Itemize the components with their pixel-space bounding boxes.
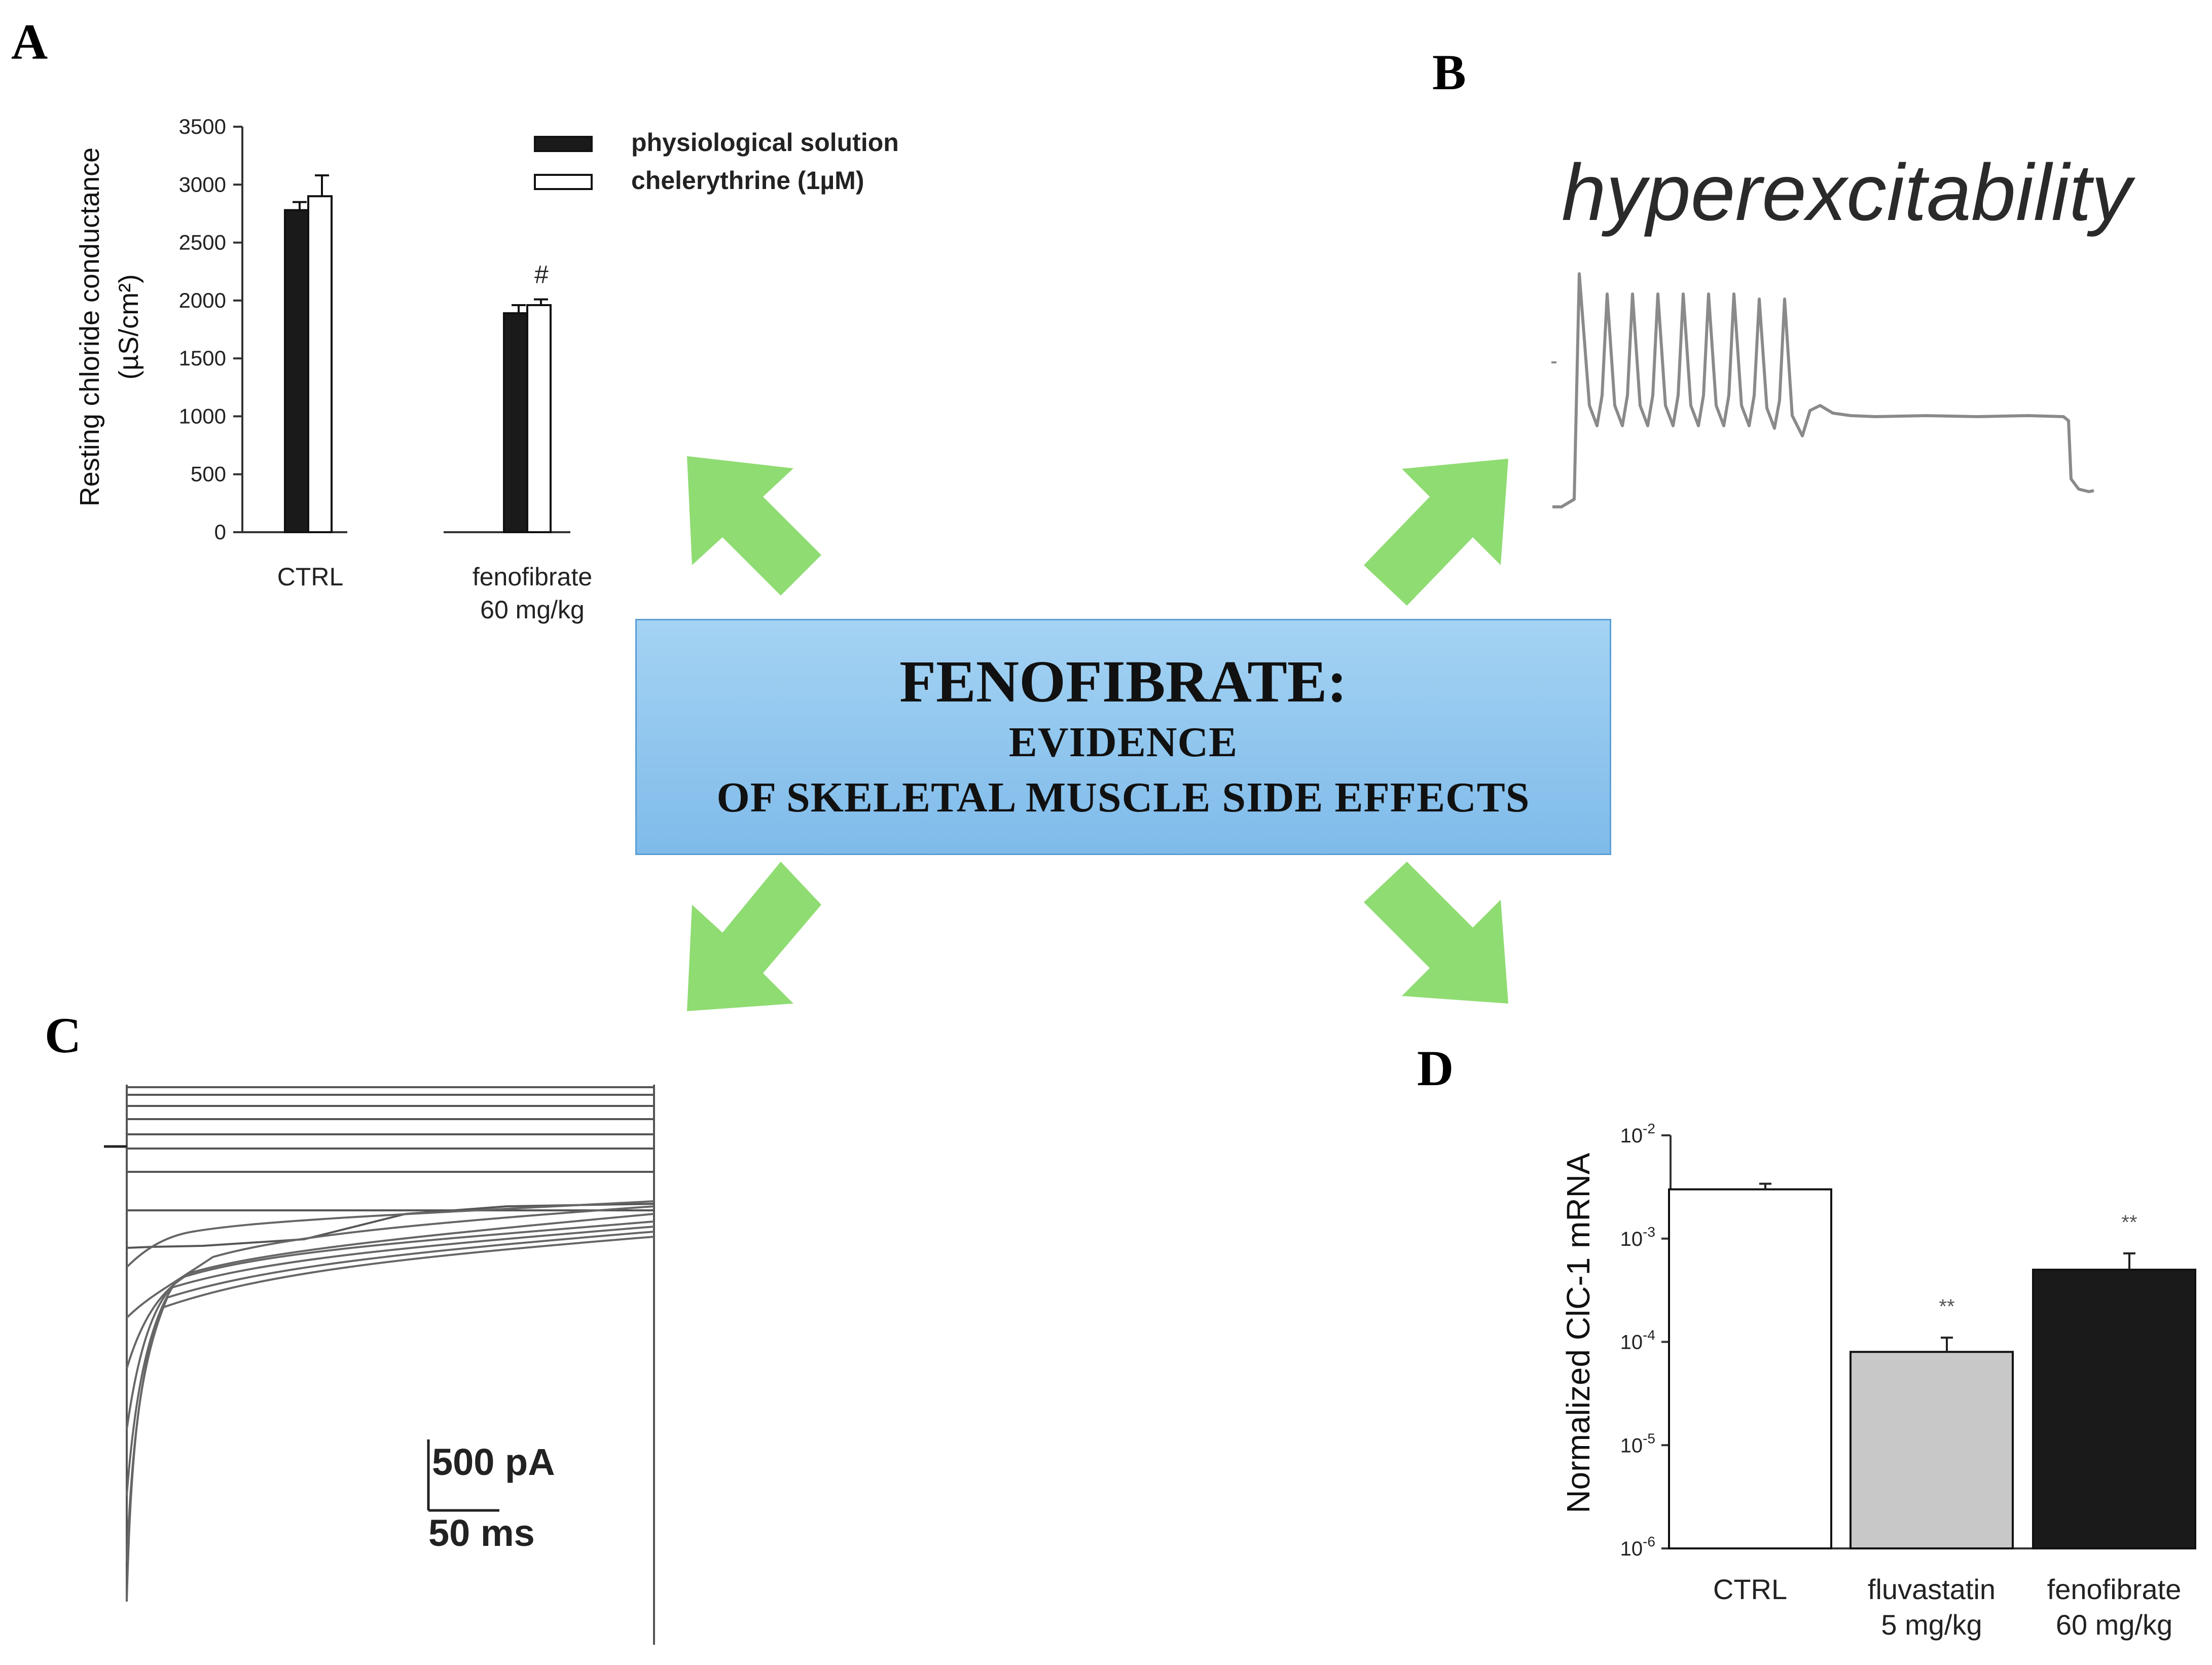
a-legend-swatch [534,174,593,190]
a-y-tick-label: 3000 [179,172,226,196]
a-bar [307,195,333,533]
panel-c-letter: C [45,1007,82,1063]
center-title: FENOFIBRATE: [899,648,1347,715]
panel-c-current-traces: 500 pA 50 ms [104,1085,655,1645]
d-y-label-text: Normalized ClC-1 mRNA [1560,1153,1597,1513]
a-category-label: fenofibrate [473,563,592,591]
a-category-label: 60 mg/kg [480,596,585,624]
a-y-tick-label: 1000 [179,404,226,428]
d-y-tick-label: 10-2 [1620,1121,1655,1147]
a-category-label: CTRL [277,563,344,591]
a-y-label: Resting chloride conductance (µS/cm²) [75,147,144,506]
d-category-label: fenofibrate [2047,1573,2182,1605]
a-legend-label: chelerythrine (1µM) [631,166,864,195]
a-significance-mark: # [534,261,549,289]
center-line-1: EVIDENCE [1008,718,1238,766]
panel-a-chart: 0 500 1000 1500 2000 2500 3000 3500 # CTRL fenofib… [75,115,899,624]
arrow-up-right [1364,459,1508,606]
a-y-tick-label: 2000 [179,288,226,312]
a-y-tick-label: 0 [214,520,226,544]
d-category-label: fluvastatin [1868,1573,1996,1605]
panel-d-letter: D [1417,1040,1454,1096]
a-y-tick-label: 1500 [179,346,226,370]
d-y-tick-label: 10-5 [1620,1430,1655,1457]
panel-b-letter: B [1432,44,1466,100]
a-bar [503,312,528,533]
d-category-label: 5 mg/kg [1881,1609,1982,1641]
d-y-tick-label: 10-6 [1620,1534,1655,1560]
a-bar [284,209,309,534]
d-category-label: CTRL [1713,1573,1787,1605]
d-y-tick-label: 10-3 [1620,1224,1655,1250]
panel-a-letter: A [11,14,48,70]
scale-current-label: 500 pA [432,1441,555,1483]
scale-time-label: 50 ms [428,1512,535,1554]
center-title-box: FENOFIBRATE: EVIDENCE OF SKELETAL MUSCLE… [635,619,1611,855]
arrow-down-left [687,862,821,1011]
center-line-2: OF SKELETAL MUSCLE SIDE EFFECTS [716,773,1530,821]
a-y-label-line1: Resting chloride conductance [75,147,105,506]
inward-traces [126,1200,655,1602]
d-bar [2032,1269,2196,1550]
d-category-label: 60 mg/kg [2056,1609,2172,1641]
ap-trace-line [1552,272,2094,508]
arrow-down-right [1364,862,1508,1004]
action-potential-trace [1551,272,2094,508]
a-y-label-line2: (µS/cm²) [114,274,144,380]
a-y-tick-label: 500 [191,462,226,486]
d-y-label: Normalized ClC-1 mRNA [1560,1153,1597,1513]
d-bar [1850,1351,2014,1549]
a-legend-label: physiological solution [631,128,899,157]
a-bar [526,304,552,533]
d-significance-mark: ** [2121,1211,2137,1234]
a-legend-swatch [534,136,593,152]
d-significance-mark: ** [1939,1296,1954,1318]
arrow-up-left [687,456,821,596]
d-y-tick-label: 10-4 [1620,1327,1655,1354]
d-bar [1668,1188,1832,1550]
a-y-tick-label: 2500 [179,231,226,254]
hyperexcitability-label: hyperexcitability [1562,148,2132,237]
a-y-tick-label: 3500 [179,115,226,138]
